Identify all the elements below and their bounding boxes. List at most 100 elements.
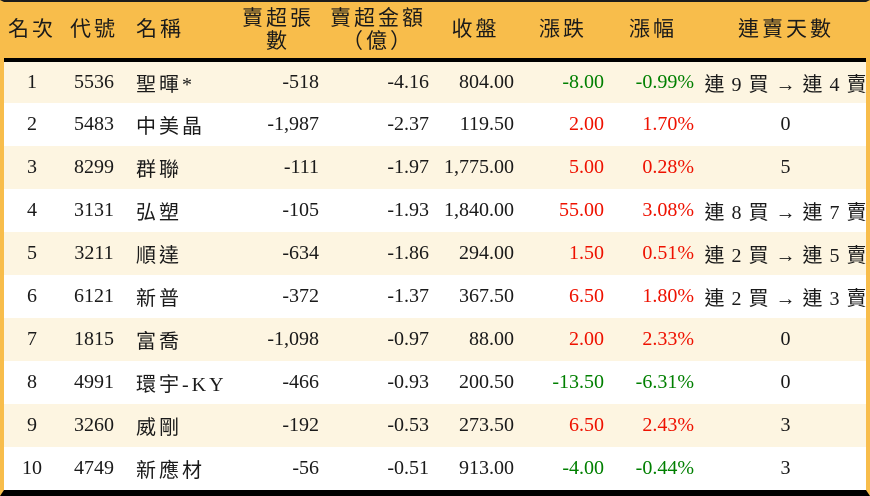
change-pct-cell: 2.43% — [642, 414, 694, 436]
code-cell: 1815 — [74, 328, 114, 350]
close-cell: 367.50 — [459, 285, 514, 307]
amount-cell: -1.97 — [387, 156, 429, 178]
close-cell: 273.50 — [459, 414, 514, 436]
table-row: 7 1815 富喬 -1,098 -0.97 88.00 2.00 2.33% … — [4, 318, 866, 361]
table-row: 1 5536 聖暉* -518 -4.16 804.00 -8.00 -0.99… — [4, 60, 866, 103]
close-cell: 119.50 — [459, 113, 514, 135]
change-cell: 6.50 — [569, 414, 604, 436]
change-cell: 5.00 — [569, 156, 604, 178]
change-pct-cell: 2.33% — [642, 328, 694, 350]
rank-cell: 9 — [27, 414, 37, 436]
name-cell: 富喬 — [136, 331, 182, 353]
table-row: 9 3260 威剛 -192 -0.53 273.50 6.50 2.43% 3 — [4, 404, 866, 447]
amount-cell: -1.93 — [387, 199, 429, 221]
table-row: 2 5483 中美晶 -1,987 -2.37 119.50 2.00 1.70… — [4, 103, 866, 146]
col-header-name: 名稱 — [128, 2, 233, 62]
streak-cell: 0 — [780, 328, 792, 350]
name-cell: 聖暉* — [136, 74, 195, 96]
rank-cell: 4 — [27, 199, 37, 221]
name-cell: 順達 — [136, 245, 182, 267]
code-cell: 8299 — [74, 156, 114, 178]
table-row: 4 3131 弘塑 -105 -1.93 1,840.00 55.00 3.08… — [4, 189, 868, 232]
streak-cell: 連 2 買 → 連 5 賣 — [704, 245, 868, 267]
name-cell: 中美晶 — [136, 116, 205, 138]
rank-cell: 5 — [27, 242, 37, 264]
close-cell: 294.00 — [459, 242, 514, 264]
table-row: 5 3211 順達 -634 -1.86 294.00 1.50 0.51% 連… — [4, 232, 868, 275]
shares-cell: -634 — [282, 242, 319, 264]
shares-cell: -1,987 — [267, 113, 319, 135]
amount-cell: -4.16 — [387, 71, 429, 93]
code-cell: 5483 — [74, 113, 114, 135]
name-cell: 新普 — [136, 288, 182, 310]
amount-cell: -1.37 — [387, 285, 429, 307]
change-pct-cell: 0.28% — [642, 156, 694, 178]
table-row: 10 4749 新應材 -56 -0.51 913.00 -4.00 -0.44… — [4, 447, 866, 490]
amount-cell: -1.86 — [387, 242, 429, 264]
name-cell: 威剛 — [136, 417, 182, 439]
change-cell: 55.00 — [559, 199, 604, 221]
code-cell: 3211 — [74, 242, 114, 264]
change-pct-cell: -0.44% — [635, 457, 694, 479]
table-row: 6 6121 新普 -372 -1.37 367.50 6.50 1.80% 連… — [4, 275, 868, 318]
close-cell: 88.00 — [469, 328, 514, 350]
col-header-code: 代號 — [60, 2, 128, 62]
change-cell: 1.50 — [569, 242, 604, 264]
rank-cell: 10 — [22, 457, 42, 479]
shares-cell: -518 — [282, 71, 319, 93]
rank-cell: 8 — [27, 371, 37, 393]
amount-cell: -0.53 — [387, 414, 429, 436]
rank-cell: 3 — [27, 156, 37, 178]
change-pct-cell: 1.70% — [642, 113, 694, 135]
amount-cell: -0.93 — [387, 371, 429, 393]
streak-cell: 3 — [780, 457, 792, 479]
change-cell: 2.00 — [569, 328, 604, 350]
change-cell: -13.50 — [552, 371, 604, 393]
col-header-change: 漲跌 — [518, 2, 608, 62]
name-cell: 弘塑 — [136, 202, 182, 224]
table-row: 3 8299 群聯 -111 -1.97 1,775.00 5.00 0.28%… — [4, 146, 866, 189]
change-pct-cell: -6.31% — [635, 371, 694, 393]
code-cell: 3260 — [74, 414, 114, 436]
col-header-streak: 連賣天數 — [698, 2, 866, 62]
name-cell: 環宇-KY — [136, 374, 227, 396]
close-cell: 1,840.00 — [444, 199, 514, 221]
streak-cell: 5 — [780, 156, 792, 178]
amount-cell: -0.51 — [387, 457, 429, 479]
shares-cell: -372 — [282, 285, 319, 307]
change-pct-cell: 0.51% — [642, 242, 694, 264]
streak-cell: 連 2 買 → 連 3 賣 — [704, 288, 868, 310]
col-header-close: 收盤 — [433, 2, 518, 62]
shares-cell: -1,098 — [267, 328, 319, 350]
col-header-rank: 名次 — [4, 2, 60, 62]
streak-cell: 0 — [780, 371, 792, 393]
amount-cell: -0.97 — [387, 328, 429, 350]
table-row: 8 4991 環宇-KY -466 -0.93 200.50 -13.50 -6… — [4, 361, 866, 404]
amount-cell: -2.37 — [387, 113, 429, 135]
code-cell: 4749 — [74, 457, 114, 479]
shares-cell: -192 — [282, 414, 319, 436]
sell-ranking-table: 名次 代號 名稱 賣超張數 賣超金額 （億） 收盤 漲跌 漲幅 連賣天數 1 5… — [4, 2, 868, 490]
streak-cell: 0 — [780, 113, 792, 135]
code-cell: 5536 — [74, 71, 114, 93]
rank-cell: 6 — [27, 285, 37, 307]
change-cell: 6.50 — [569, 285, 604, 307]
code-cell: 3131 — [74, 199, 114, 221]
rank-cell: 2 — [27, 113, 37, 135]
change-pct-cell: 1.80% — [642, 285, 694, 307]
code-cell: 6121 — [74, 285, 114, 307]
streak-cell: 3 — [780, 414, 792, 436]
code-cell: 4991 — [74, 371, 114, 393]
change-cell: 2.00 — [569, 113, 604, 135]
name-cell: 新應材 — [136, 460, 205, 482]
rank-cell: 7 — [27, 328, 37, 350]
change-cell: -4.00 — [562, 457, 604, 479]
streak-cell: 連 8 買 → 連 7 賣 — [704, 202, 868, 224]
col-header-change-pct: 漲幅 — [608, 2, 698, 62]
change-cell: -8.00 — [562, 71, 604, 93]
shares-cell: -105 — [282, 199, 319, 221]
close-cell: 200.50 — [459, 371, 514, 393]
change-pct-cell: 3.08% — [642, 199, 694, 221]
close-cell: 1,775.00 — [444, 156, 514, 178]
col-header-shares: 賣超張數 — [233, 2, 323, 62]
